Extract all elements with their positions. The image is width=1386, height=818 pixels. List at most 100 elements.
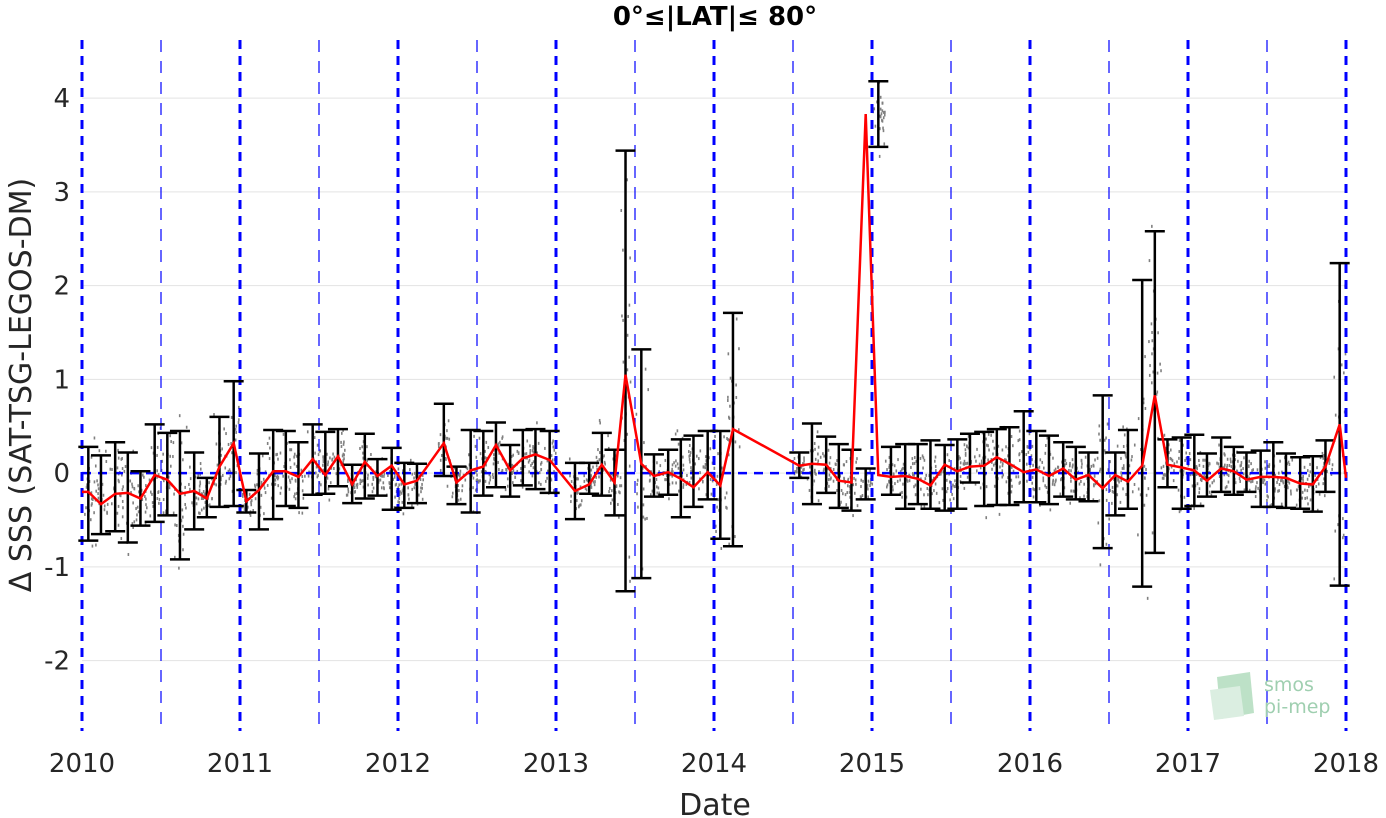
scatter-point	[144, 510, 147, 514]
scatter-point	[1116, 444, 1119, 448]
scatter-point	[230, 415, 233, 419]
scatter-point	[1319, 456, 1322, 460]
scatter-point	[300, 468, 303, 472]
scatter-point	[400, 482, 403, 486]
scatter-point	[994, 462, 997, 466]
scatter-point	[1179, 469, 1182, 473]
scatter-point	[102, 493, 105, 497]
scatter-point	[814, 457, 817, 461]
scatter-point	[615, 485, 618, 489]
scatter-point	[650, 493, 652, 497]
x-tick-label: 2017	[1155, 749, 1221, 779]
scatter-point	[92, 497, 94, 501]
scatter-point	[1288, 481, 1291, 485]
scatter-point	[1224, 463, 1226, 467]
scatter-point	[1119, 500, 1122, 504]
scatter-point	[528, 470, 530, 474]
scatter-point	[590, 474, 593, 478]
scatter-point	[1057, 465, 1059, 469]
scatter-point	[1159, 362, 1161, 366]
scatter-point	[182, 548, 184, 552]
scatter-point	[457, 473, 460, 477]
scatter-point	[963, 459, 966, 463]
scatter-point	[595, 475, 598, 479]
scatter-point	[1089, 473, 1092, 477]
scatter-point	[1121, 466, 1124, 470]
scatter-point	[1188, 452, 1191, 456]
scatter-point	[955, 483, 957, 487]
scatter-point	[344, 448, 346, 452]
scatter-point	[671, 474, 674, 478]
scatter-point	[480, 470, 483, 474]
scatter-point	[1279, 459, 1281, 463]
scatter-point	[397, 500, 399, 504]
scatter-point	[594, 480, 596, 484]
scatter-point	[884, 110, 886, 114]
scatter-point	[93, 436, 96, 440]
scatter-point	[306, 430, 309, 434]
scatter-point	[531, 449, 534, 453]
scatter-point	[1302, 478, 1304, 482]
scatter-point	[437, 445, 440, 449]
scatter-point	[275, 475, 278, 479]
scatter-point	[727, 438, 729, 442]
scatter-point	[1250, 462, 1252, 466]
scatter-point	[846, 484, 849, 488]
scatter-point	[225, 479, 227, 483]
scatter-point	[1123, 433, 1126, 437]
scatter-point	[248, 492, 251, 496]
scatter-point	[726, 437, 728, 441]
scatter-point	[992, 452, 994, 456]
scatter-point	[220, 478, 222, 482]
scatter-point	[1070, 469, 1072, 473]
scatter-point	[1328, 461, 1331, 465]
smos-logo: smos pi-mep	[1210, 672, 1330, 720]
scatter-point	[899, 478, 901, 482]
scatter-point	[866, 483, 869, 487]
scatter-point	[1111, 485, 1114, 489]
scatter-point	[250, 499, 253, 503]
scatter-point	[1239, 479, 1241, 483]
scatter-point	[814, 471, 817, 475]
scatter-point	[690, 466, 692, 470]
scatter-point	[1105, 542, 1108, 546]
scatter-point	[528, 458, 531, 462]
scatter-point	[953, 485, 956, 489]
scatter-point	[1045, 443, 1047, 447]
scatter-point	[1011, 484, 1013, 488]
scatter-point	[1073, 489, 1076, 493]
scatter-point	[254, 485, 257, 489]
scatter-point	[674, 432, 677, 436]
scatter-point	[1030, 454, 1033, 458]
scatter-point	[132, 501, 134, 505]
scatter-point	[954, 479, 956, 483]
scatter-point	[260, 480, 263, 484]
scatter-point	[156, 445, 159, 449]
scatter-point	[727, 453, 730, 457]
scatter-point	[291, 477, 293, 481]
scatter-point	[964, 452, 967, 456]
scatter-point	[389, 486, 391, 490]
scatter-point	[975, 459, 977, 463]
scatter-point	[688, 480, 691, 484]
scatter-point	[813, 479, 816, 483]
scatter-point	[590, 468, 593, 472]
error-bar	[1132, 278, 1153, 588]
scatter-point	[964, 448, 967, 452]
scatter-point	[400, 491, 403, 495]
scatter-point	[1207, 463, 1210, 467]
scatter-point	[716, 474, 719, 478]
scatter-point	[1108, 517, 1110, 521]
scatter-point	[705, 493, 708, 497]
scatter-point	[199, 480, 201, 484]
scatter-point	[228, 477, 231, 481]
scatter-point	[913, 485, 915, 489]
scatter-point	[111, 502, 113, 506]
scatter-point	[1144, 406, 1147, 410]
scatter-point	[965, 462, 967, 466]
scatter-point	[520, 466, 522, 470]
scatter-point	[1243, 488, 1246, 492]
scatter-point	[1248, 479, 1250, 483]
scatter-point	[1261, 480, 1264, 484]
